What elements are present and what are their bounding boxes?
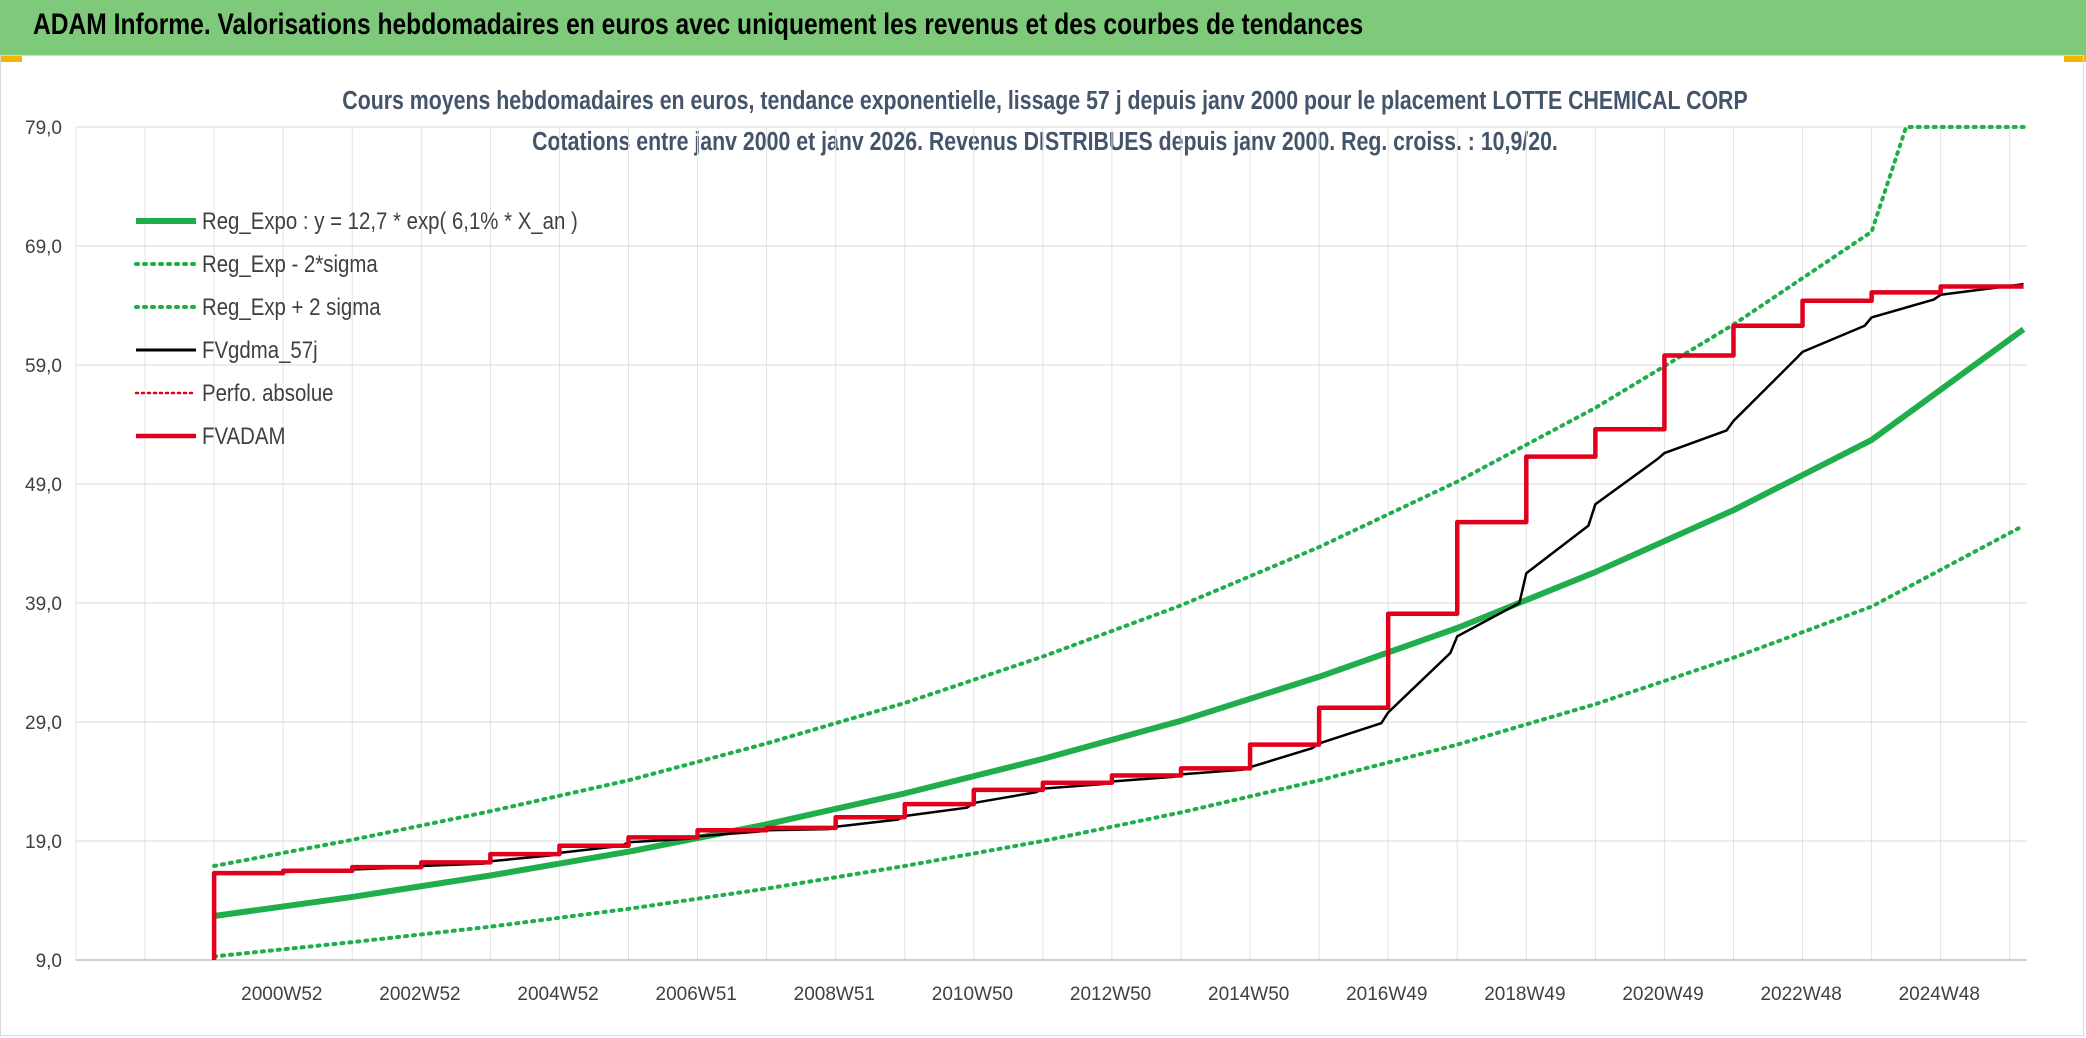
corner-accent-right xyxy=(2064,55,2086,62)
x-tick-label: 2006W51 xyxy=(656,984,737,1005)
x-tick-label: 2014W50 xyxy=(1208,984,1289,1005)
chart-frame xyxy=(0,55,2084,1036)
series-line-fvgdma-57j xyxy=(214,282,2024,875)
legend-label: Reg_Exp + 2 sigma xyxy=(202,293,381,320)
y-tick-label: 49,0 xyxy=(25,475,62,496)
series-line-reg-exp-2-sigma xyxy=(212,523,2026,959)
legend-label: Reg_Exp - 2*sigma xyxy=(202,250,378,277)
y-tick-label: 69,0 xyxy=(25,237,62,258)
y-tick-label: 39,0 xyxy=(25,594,62,615)
x-tick-label: 2004W52 xyxy=(517,984,598,1005)
corner-accent-left xyxy=(0,55,22,62)
x-tick-label: 2020W49 xyxy=(1622,984,1703,1005)
legend-label: FVgdma_57j xyxy=(202,336,318,363)
x-tick-label: 2016W49 xyxy=(1346,984,1427,1005)
chart-title: Cours moyens hebdomadaires en euros, ten… xyxy=(342,86,1747,116)
y-tick-label: 9,0 xyxy=(36,951,62,972)
x-tick-label: 2008W51 xyxy=(794,984,875,1005)
header-banner: ADAM Informe. Valorisations hebdomadaire… xyxy=(0,0,2086,55)
series-line-reg-expo xyxy=(213,326,2026,919)
x-tick-label: 2024W48 xyxy=(1899,984,1980,1005)
legend-label: FVADAM xyxy=(202,422,285,449)
chart-subtitle: Cotations entre janv 2000 et janv 2026. … xyxy=(532,127,1558,157)
series-line-fvadam xyxy=(211,284,2024,960)
series-line-reg-exp-2-sigma xyxy=(212,125,2026,868)
y-tick-label: 79,0 xyxy=(25,118,62,139)
y-tick-label: 19,0 xyxy=(25,832,62,853)
x-tick-label: 2022W48 xyxy=(1760,984,1841,1005)
x-tick-label: 2018W49 xyxy=(1484,984,1565,1005)
legend-label: Perfo. absolue xyxy=(202,379,334,406)
legend-label: Reg_Expo : y = 12,7 * exp( 6,1% * X_an ) xyxy=(202,207,578,234)
y-tick-label: 59,0 xyxy=(25,356,62,377)
y-tick-label: 29,0 xyxy=(25,713,62,734)
x-tick-label: 2012W50 xyxy=(1070,984,1151,1005)
x-tick-label: 2000W52 xyxy=(241,984,322,1005)
x-tick-label: 2010W50 xyxy=(932,984,1013,1005)
x-tick-label: 2002W52 xyxy=(379,984,460,1005)
report-title: ADAM Informe. Valorisations hebdomadaire… xyxy=(33,8,1364,41)
